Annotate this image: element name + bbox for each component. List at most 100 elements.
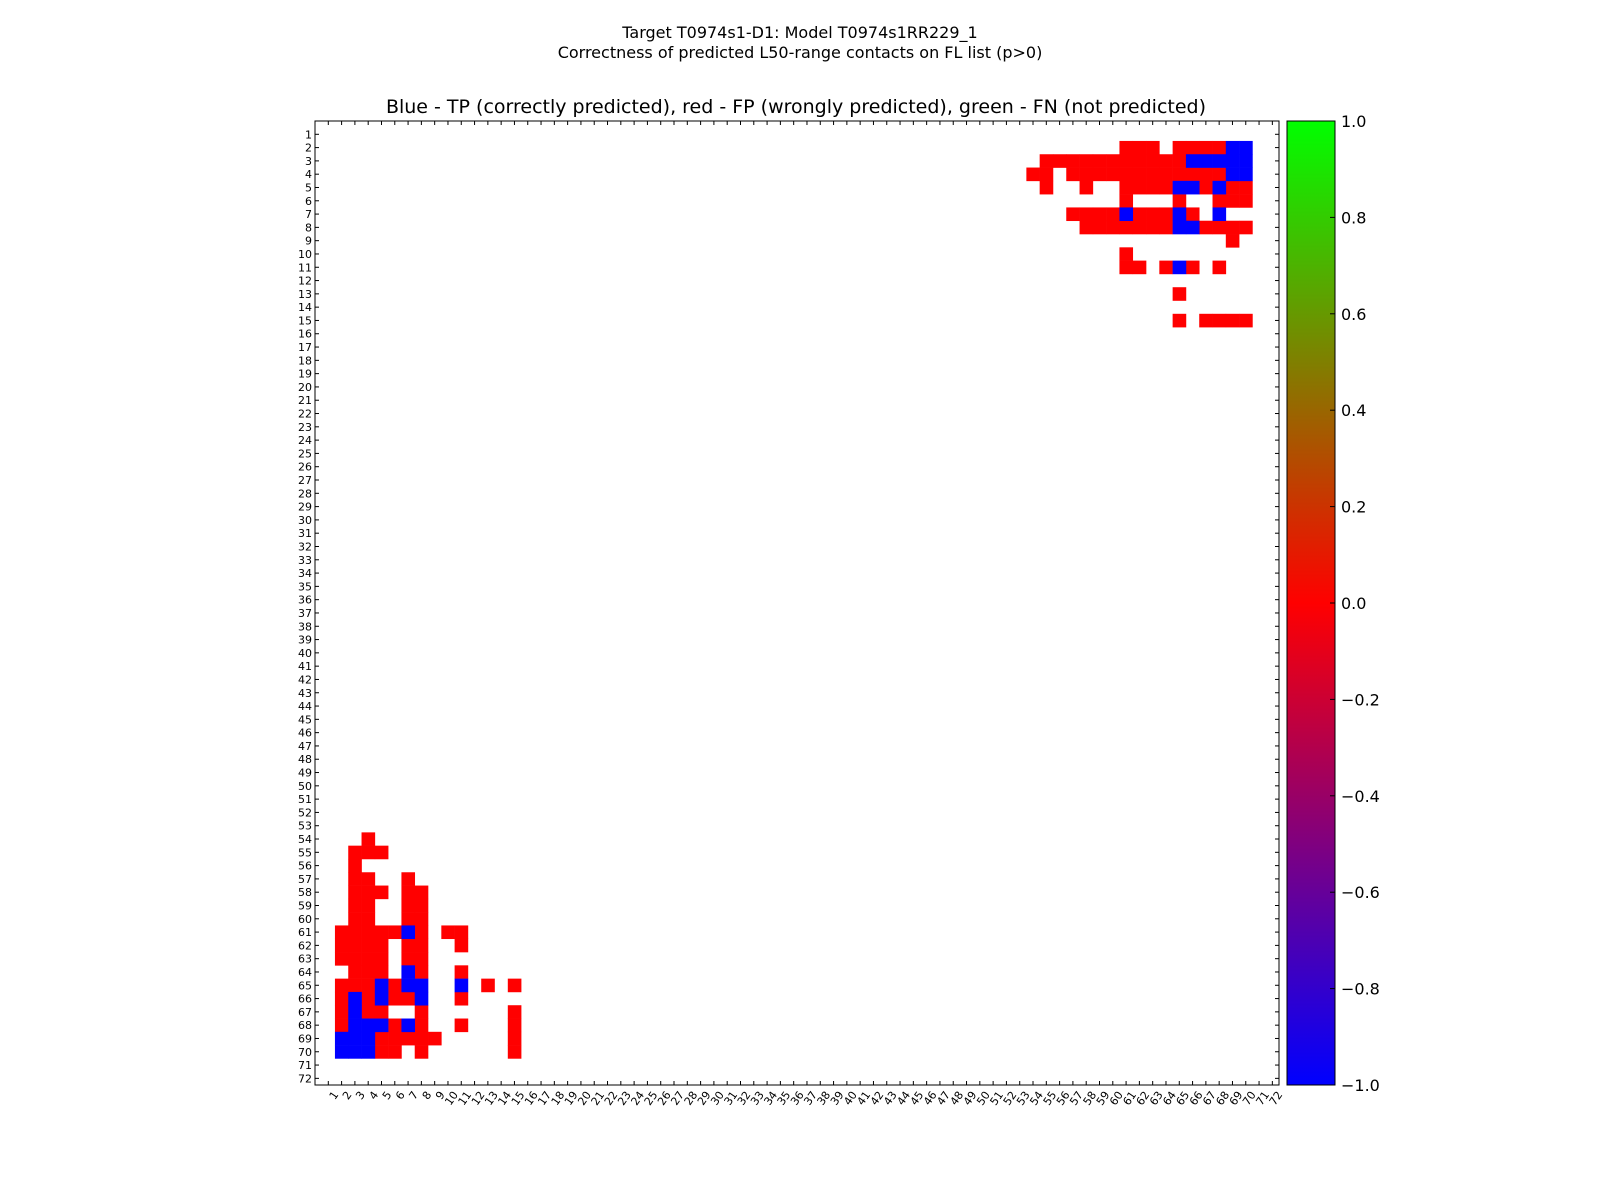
y-tick-label: 38 xyxy=(298,620,312,633)
y-tick-label: 7 xyxy=(305,208,312,221)
cell-fp xyxy=(1106,167,1120,182)
cell-fp xyxy=(414,952,429,966)
y-tick-label: 70 xyxy=(298,1046,312,1059)
cell-fp xyxy=(1092,167,1107,182)
cell-fp xyxy=(507,978,522,993)
y-tick-label: 10 xyxy=(298,248,312,261)
cell-fp xyxy=(1225,180,1240,195)
cell-tp xyxy=(1225,140,1240,155)
y-tick-label: 62 xyxy=(298,939,312,952)
cell-fp xyxy=(428,1031,442,1046)
cell-fp xyxy=(1079,180,1094,195)
cell-tp xyxy=(1212,154,1227,168)
y-tick-label: 41 xyxy=(298,660,312,673)
cell-fp xyxy=(507,1018,522,1033)
y-tick-label: 22 xyxy=(298,408,312,421)
y-tick-label: 30 xyxy=(298,514,312,527)
y-tick-label: 40 xyxy=(298,647,312,660)
y-tick-label: 60 xyxy=(298,913,312,926)
cell-fp xyxy=(388,1018,402,1033)
contact-cells xyxy=(334,140,1253,1059)
cell-fp xyxy=(1119,154,1134,168)
cell-fp xyxy=(1066,154,1080,168)
cell-tp xyxy=(1185,220,1200,235)
colorbar-tick-label: 1.0 xyxy=(1341,112,1366,131)
cell-fp xyxy=(374,965,389,979)
cell-fp xyxy=(414,925,429,940)
cell-fp xyxy=(414,912,429,926)
cell-fp xyxy=(401,872,416,886)
y-tick-label: 58 xyxy=(298,886,312,899)
cell-tp xyxy=(1212,180,1227,195)
cell-tp xyxy=(1172,260,1187,275)
cell-fp xyxy=(334,991,349,1006)
cell-tp xyxy=(401,978,416,993)
cell-fp xyxy=(401,912,416,926)
y-tick-label: 23 xyxy=(298,421,312,434)
y-tick-label: 9 xyxy=(305,235,312,248)
cell-fp xyxy=(1225,234,1240,248)
cell-fp xyxy=(1172,154,1187,168)
cell-fp xyxy=(454,965,469,979)
colorbar-ticks: 1.0 0.8 0.6 0.4 0.2 0.0 −0.2 −0.4 −0.6 −0.8 −1.0 xyxy=(1330,112,1380,1095)
y-tick-label: 69 xyxy=(298,1032,312,1045)
y-tick-label: 34 xyxy=(298,567,312,580)
colorbar-tick-label: 0.6 xyxy=(1341,305,1366,324)
cell-tp xyxy=(348,1005,362,1019)
y-tick-label: 4 xyxy=(305,168,312,181)
y-tick-label: 19 xyxy=(298,368,312,381)
cell-fp xyxy=(1119,194,1134,208)
cell-fp xyxy=(1079,154,1094,168)
cell-fp xyxy=(481,978,495,993)
figure-title-line-1: Target T0974s1-D1: Model T0974s1RR229_1 xyxy=(621,23,977,43)
cell-fp xyxy=(348,952,362,966)
cell-fp xyxy=(1199,167,1213,182)
cell-fp xyxy=(1092,220,1107,235)
cell-fp xyxy=(1239,313,1253,328)
x-tick-label: 1 xyxy=(327,1089,342,1102)
plot-area xyxy=(314,120,1280,1086)
colorbar-tick-label: −0.4 xyxy=(1341,787,1380,806)
cell-fp xyxy=(348,845,362,860)
y-tick-label: 71 xyxy=(298,1059,312,1072)
cell-fp xyxy=(1225,313,1240,328)
y-tick-label: 27 xyxy=(298,474,312,487)
cell-fp xyxy=(348,925,362,940)
cell-fp xyxy=(361,845,376,860)
cell-fp xyxy=(361,872,376,886)
cell-fp xyxy=(1039,167,1054,182)
y-tick-label: 65 xyxy=(298,979,312,992)
cell-fp xyxy=(1119,260,1134,275)
cell-fp xyxy=(1159,180,1173,195)
y-tick-label: 55 xyxy=(298,846,312,859)
cell-tp xyxy=(348,1031,362,1046)
y-tick-label: 17 xyxy=(298,341,312,354)
cell-tp xyxy=(401,1018,416,1033)
y-tick-label: 42 xyxy=(298,673,312,686)
cell-fp xyxy=(374,952,389,966)
cell-fp xyxy=(1212,260,1227,275)
cell-fp xyxy=(507,1005,522,1019)
cell-fp xyxy=(1119,140,1134,155)
cell-fp xyxy=(1146,167,1160,182)
cell-fp xyxy=(414,1005,429,1019)
cell-fp xyxy=(374,1045,389,1059)
y-tick-label: 28 xyxy=(298,487,312,500)
y-tick-label: 53 xyxy=(298,820,312,833)
y-tick-label: 15 xyxy=(298,314,312,327)
y-tick-label: 5 xyxy=(305,181,312,194)
cell-fp xyxy=(1146,220,1160,235)
cell-fp xyxy=(388,1045,402,1059)
cell-tp xyxy=(1239,167,1253,182)
cell-tp xyxy=(414,991,429,1006)
cell-fp xyxy=(1159,167,1173,182)
cell-tp xyxy=(414,978,429,993)
y-tick-label: 48 xyxy=(298,753,312,766)
cell-fp xyxy=(348,965,362,979)
cell-fp xyxy=(1185,167,1200,182)
cell-fp xyxy=(401,938,416,953)
cell-fp xyxy=(1159,207,1173,222)
colorbar-tick-label: 0.8 xyxy=(1341,208,1366,227)
cell-fp xyxy=(1066,207,1080,222)
